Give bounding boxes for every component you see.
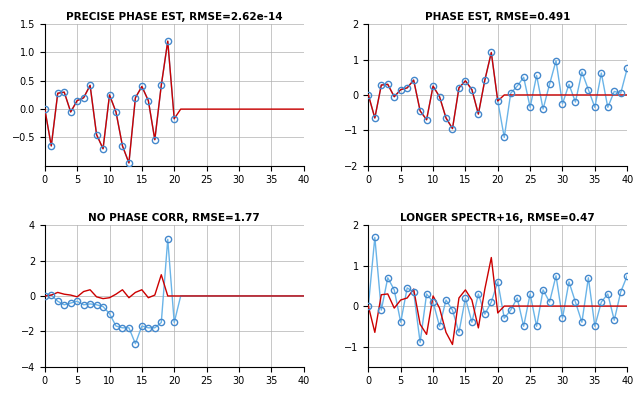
Title: LONGER SPECTR+16, RMSE=0.47: LONGER SPECTR+16, RMSE=0.47 bbox=[401, 213, 595, 223]
Title: NO PHASE CORR, RMSE=1.77: NO PHASE CORR, RMSE=1.77 bbox=[88, 213, 260, 223]
Title: PRECISE PHASE EST, RMSE=2.62e-14: PRECISE PHASE EST, RMSE=2.62e-14 bbox=[66, 12, 282, 22]
Title: PHASE EST, RMSE=0.491: PHASE EST, RMSE=0.491 bbox=[425, 12, 570, 22]
